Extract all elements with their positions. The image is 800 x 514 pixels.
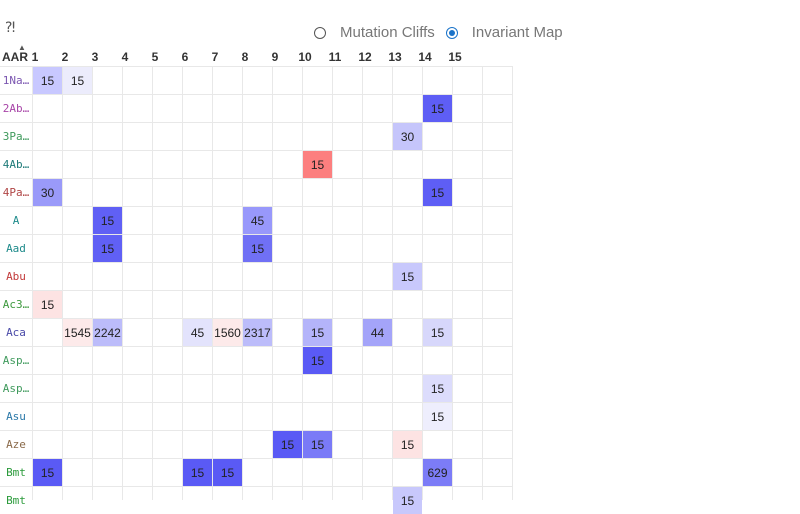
map-cell[interactable]: 15 xyxy=(183,459,212,486)
row-label[interactable]: 4Pa… xyxy=(2,185,30,199)
invariant-map-label: Invariant Map xyxy=(471,24,563,41)
radio-checked-icon xyxy=(445,26,458,39)
column-header-9[interactable]: 9 xyxy=(271,50,279,64)
column-header-13[interactable]: 13 xyxy=(388,50,402,64)
map-cell[interactable]: 30 xyxy=(393,123,422,150)
map-cell[interactable]: 15 xyxy=(423,179,452,206)
map-cell[interactable]: 15 xyxy=(303,319,332,346)
column-header-7[interactable]: 7 xyxy=(211,50,219,64)
map-cell[interactable]: 15 xyxy=(33,459,62,486)
map-cell[interactable]: 629 xyxy=(423,459,452,486)
map-cell[interactable]: 15 xyxy=(423,95,452,122)
column-header-5[interactable]: 5 xyxy=(151,50,159,64)
sort-arrow-icon[interactable]: ▲ xyxy=(18,43,26,52)
map-cell[interactable]: 44 xyxy=(363,319,392,346)
column-header-15[interactable]: 15 xyxy=(448,50,462,64)
map-cell[interactable]: 15 xyxy=(303,347,332,374)
mutation-cliffs-label: Mutation Cliffs xyxy=(340,24,435,41)
row-label[interactable]: 1Na… xyxy=(2,73,30,87)
radio-unchecked-icon xyxy=(314,26,326,39)
map-cell[interactable]: 15 xyxy=(213,459,242,486)
row-label[interactable]: Asp… xyxy=(2,353,30,367)
map-cell[interactable]: 15 xyxy=(303,151,332,178)
view-toggle: Mutation Cliffs Invariant Map xyxy=(314,24,574,41)
column-header-12[interactable]: 12 xyxy=(358,50,372,64)
map-cell[interactable]: 15 xyxy=(273,431,302,458)
map-cell[interactable]: 45 xyxy=(243,207,272,234)
row-label[interactable]: 4Ab… xyxy=(2,157,30,171)
row-label[interactable]: Bmt xyxy=(6,493,26,507)
map-cell[interactable]: 15 xyxy=(393,263,422,290)
row-label[interactable]: 3Pa… xyxy=(2,129,30,143)
column-header-8[interactable]: 8 xyxy=(241,50,249,64)
map-cell[interactable]: 15 xyxy=(393,431,422,458)
column-header-11[interactable]: 11 xyxy=(328,50,342,64)
row-label[interactable]: Asp… xyxy=(2,381,30,395)
help-question-icon[interactable]: ⁈ xyxy=(5,20,16,36)
column-header-1[interactable]: 1 xyxy=(31,50,39,64)
column-header-2[interactable]: 2 xyxy=(61,50,69,64)
map-cell[interactable]: 1545 xyxy=(63,319,92,346)
row-label[interactable]: Asu xyxy=(6,409,26,423)
map-cell[interactable]: 30 xyxy=(33,179,62,206)
column-header-3[interactable]: 3 xyxy=(91,50,99,64)
row-label[interactable]: Bmt xyxy=(6,465,26,479)
row-label[interactable]: Aca xyxy=(6,325,26,339)
map-cell[interactable]: 15 xyxy=(93,235,122,262)
row-label[interactable]: Abu xyxy=(6,269,26,283)
map-cell[interactable]: 45 xyxy=(183,319,212,346)
row-label[interactable]: Aad xyxy=(6,241,26,255)
map-cell[interactable]: 15 xyxy=(393,487,422,514)
map-cell[interactable]: 15 xyxy=(243,235,272,262)
map-cell[interactable]: 15 xyxy=(33,67,62,94)
map-cell[interactable]: 1560 xyxy=(213,319,242,346)
invariant-map-radio[interactable]: Invariant Map xyxy=(445,24,563,41)
row-label[interactable]: Aze xyxy=(6,437,26,451)
map-cell[interactable]: 15 xyxy=(303,431,332,458)
column-header-6[interactable]: 6 xyxy=(181,50,189,64)
map-cell[interactable]: 15 xyxy=(423,375,452,402)
column-header-14[interactable]: 14 xyxy=(418,50,432,64)
map-cell[interactable]: 15 xyxy=(33,291,62,318)
aar-corner-label: AAR xyxy=(2,50,28,64)
row-label[interactable]: 2Ab… xyxy=(2,101,30,115)
column-header-10[interactable]: 10 xyxy=(298,50,312,64)
map-cell[interactable]: 2317 xyxy=(243,319,272,346)
map-cell[interactable]: 15 xyxy=(93,207,122,234)
column-header-4[interactable]: 4 xyxy=(121,50,129,64)
grid-lines xyxy=(0,66,513,500)
map-cell[interactable]: 15 xyxy=(63,67,92,94)
map-cell[interactable]: 15 xyxy=(423,319,452,346)
map-cell[interactable]: 15 xyxy=(423,403,452,430)
mutation-cliffs-radio[interactable]: Mutation Cliffs xyxy=(314,24,435,41)
map-cell[interactable]: 2242 xyxy=(93,319,122,346)
row-label[interactable]: Ac3… xyxy=(2,297,30,311)
row-label[interactable]: A xyxy=(12,213,20,227)
